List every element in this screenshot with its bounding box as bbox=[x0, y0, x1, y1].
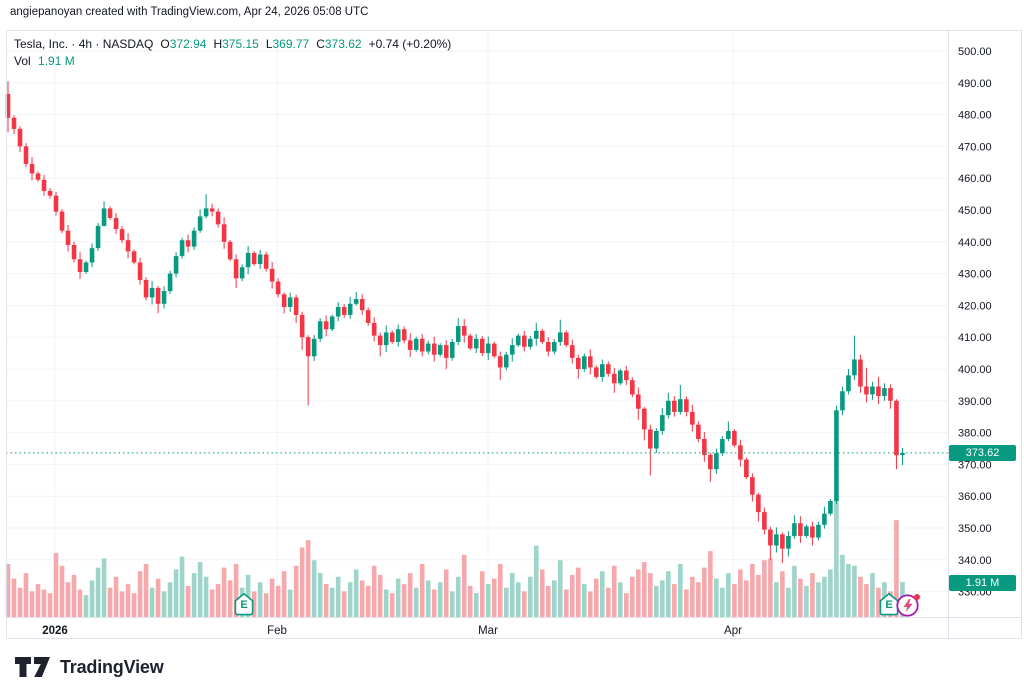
high-value: 375.15 bbox=[222, 37, 259, 51]
earnings-house-icon bbox=[879, 593, 899, 616]
price-tick-label: 400.00 bbox=[958, 364, 992, 376]
symbol-title[interactable]: Tesla, Inc. · 4h · NASDAQ bbox=[14, 37, 154, 51]
price-tick-label: 410.00 bbox=[958, 332, 992, 344]
last-volume-badge: 1.91 M bbox=[949, 575, 1016, 591]
price-tick-label: 340.00 bbox=[958, 555, 992, 567]
price-tick-label: 470.00 bbox=[958, 141, 992, 153]
time-tick-label: Apr bbox=[724, 625, 742, 637]
last-price-badge: 373.62 bbox=[949, 445, 1016, 461]
close-label: C bbox=[316, 37, 325, 51]
price-tick-label: 480.00 bbox=[958, 110, 992, 122]
legend-symbol-row[interactable]: Tesla, Inc. · 4h · NASDAQ O372.94 H375.15 L… bbox=[14, 37, 451, 52]
time-tick-label: Mar bbox=[478, 625, 498, 637]
price-tick-label: 370.00 bbox=[958, 459, 992, 471]
price-tick-label: 490.00 bbox=[958, 78, 992, 90]
lightning-bolt-icon bbox=[896, 594, 920, 617]
time-tick-label: Feb bbox=[267, 625, 287, 637]
price-tick-label: 430.00 bbox=[958, 269, 992, 281]
price-tick-label: 460.00 bbox=[958, 173, 992, 185]
price-tick-label: 380.00 bbox=[958, 428, 992, 440]
change-value: +0.74 (+0.20%) bbox=[368, 37, 452, 51]
close-value: 373.62 bbox=[324, 37, 362, 51]
earnings-badge-letter: E bbox=[885, 599, 893, 611]
price-tick-label: 390.00 bbox=[958, 396, 992, 408]
time-scale[interactable] bbox=[6, 617, 948, 639]
earnings-badge-apr[interactable]: E bbox=[878, 592, 900, 617]
price-tick-label: 420.00 bbox=[958, 300, 992, 312]
price-tick-label: 440.00 bbox=[958, 237, 992, 249]
earnings-badge-letter: E bbox=[240, 599, 248, 611]
tradingview-mark-icon bbox=[15, 657, 50, 677]
tradingview-logo[interactable]: TradingView bbox=[14, 651, 164, 683]
earnings-badge-jan[interactable]: E bbox=[233, 592, 255, 617]
legend-volume-row[interactable]: Vol 1.91 M bbox=[14, 54, 451, 69]
volume-label: Vol bbox=[14, 54, 31, 68]
chart-legend[interactable]: Tesla, Inc. · 4h · NASDAQ O372.94 H375.15 L… bbox=[14, 37, 451, 69]
attribution-text: angiepanoyan created with TradingView.co… bbox=[10, 6, 369, 18]
low-value: 369.77 bbox=[272, 37, 310, 51]
earnings-house-icon bbox=[234, 593, 254, 616]
price-tick-label: 350.00 bbox=[958, 523, 992, 535]
price-tick-label: 360.00 bbox=[958, 491, 992, 503]
price-tick-label: 500.00 bbox=[958, 46, 992, 58]
open-label: O bbox=[160, 37, 170, 51]
price-tick-label: 450.00 bbox=[958, 205, 992, 217]
volume-value: 1.91 M bbox=[38, 54, 75, 68]
flash-events-button[interactable] bbox=[894, 591, 922, 619]
low-label: L bbox=[265, 37, 273, 51]
price-scale[interactable] bbox=[948, 30, 1022, 639]
time-tick-label: 2026 bbox=[42, 625, 68, 637]
high-label: H bbox=[213, 37, 223, 51]
open-value: 372.94 bbox=[169, 37, 207, 51]
tradingview-wordmark: TradingView bbox=[60, 656, 164, 677]
